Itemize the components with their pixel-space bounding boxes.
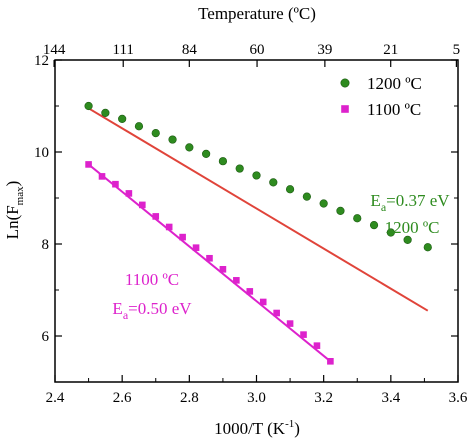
top-tick-label: 144	[43, 42, 66, 58]
data-point	[286, 320, 294, 327]
top-tick-label: 5	[453, 42, 461, 58]
y-axis-title-close: )	[3, 181, 22, 187]
data-point	[101, 108, 110, 117]
data-point	[139, 201, 146, 209]
series-1	[85, 161, 334, 365]
data-point	[219, 266, 227, 273]
data-point	[313, 342, 321, 349]
top-tick-label: 60	[250, 42, 265, 58]
data-point	[353, 214, 362, 223]
data-point	[206, 254, 213, 262]
x-axis-title-main: 1000/T (K	[214, 419, 286, 438]
data-point	[152, 213, 160, 220]
data-point	[259, 298, 267, 306]
x-tick-label: 3.0	[247, 390, 266, 406]
x-axis-title: 1000/T (K-1)	[214, 418, 300, 438]
data-point	[98, 173, 106, 180]
series-0	[84, 101, 432, 312]
data-point	[235, 164, 244, 173]
y-tick-label: 6	[42, 329, 50, 345]
y-axis-title-sub: max	[14, 186, 26, 205]
legend: 1200 ºC 1100 ºC	[340, 74, 422, 119]
x-tick-label: 3.2	[314, 390, 333, 406]
data-point	[327, 358, 334, 365]
annot-rest: =0.50 eV	[128, 299, 192, 318]
top-axis-title: Temperature (ºC)	[198, 4, 316, 23]
annotation-ea-1100: Ea=0.50 eV	[112, 299, 192, 322]
data-point	[85, 161, 92, 168]
data-point	[369, 221, 379, 230]
legend-marker	[341, 105, 349, 113]
y-tick-label: 8	[42, 237, 50, 253]
annot-sub: a	[381, 200, 387, 214]
data-point	[302, 192, 311, 201]
annot-main: E	[112, 299, 122, 318]
legend-marker	[340, 78, 350, 88]
data-point	[252, 171, 261, 180]
x-tick-label: 3.6	[449, 390, 468, 406]
data-point	[285, 185, 295, 194]
annotation-temp-1100: 1100 ºC	[125, 270, 179, 289]
data-point	[192, 244, 200, 251]
x-tick-label: 2.4	[46, 390, 65, 406]
annot-sub: a	[123, 308, 129, 322]
annotation-ea-1200: Ea=0.37 eV	[370, 191, 450, 214]
data-point	[386, 228, 395, 237]
data-point	[168, 135, 177, 144]
series-layer	[84, 101, 432, 365]
data-point	[179, 233, 186, 241]
annot-main: E	[370, 191, 380, 210]
data-point	[300, 331, 307, 338]
data-point	[218, 157, 228, 166]
x-tick-label: 3.4	[381, 390, 400, 406]
y-tick-label: 12	[34, 53, 49, 69]
data-point	[112, 180, 119, 188]
data-point	[202, 149, 211, 158]
y-axis-title-main: Ln(F	[3, 205, 22, 239]
annotation-temp-1200: 1200 ºC	[385, 218, 440, 237]
top-tick-label: 84	[182, 42, 198, 58]
data-point	[134, 122, 144, 131]
top-tick-label: 21	[383, 42, 398, 58]
fit-line	[88, 107, 429, 312]
data-point	[336, 206, 345, 215]
data-point	[233, 277, 240, 284]
x-axis-title-sup: -1	[285, 418, 294, 430]
data-point	[319, 199, 328, 208]
x-tick-label: 2.8	[180, 390, 199, 406]
top-tick-label: 39	[317, 42, 332, 58]
data-point	[185, 143, 194, 152]
data-point	[423, 243, 432, 252]
data-point	[269, 178, 278, 187]
data-point	[246, 288, 254, 295]
data-point	[84, 101, 93, 111]
annot-rest: =0.37 eV	[386, 191, 450, 210]
data-point	[403, 235, 412, 244]
data-point	[118, 114, 127, 123]
legend-label: 1100 ºC	[367, 100, 421, 119]
fit-line	[87, 163, 332, 363]
y-tick-label: 10	[34, 145, 49, 161]
data-point	[165, 223, 173, 231]
y-axis-title: Ln(Fmax)	[3, 181, 26, 240]
data-point	[151, 129, 160, 138]
top-tick-label: 111	[113, 42, 134, 58]
legend-label: 1200 ºC	[367, 74, 422, 93]
x-axis-title-close: )	[294, 419, 300, 438]
data-point	[273, 309, 280, 317]
data-point	[125, 190, 133, 197]
x-tick-label: 2.6	[113, 390, 132, 406]
